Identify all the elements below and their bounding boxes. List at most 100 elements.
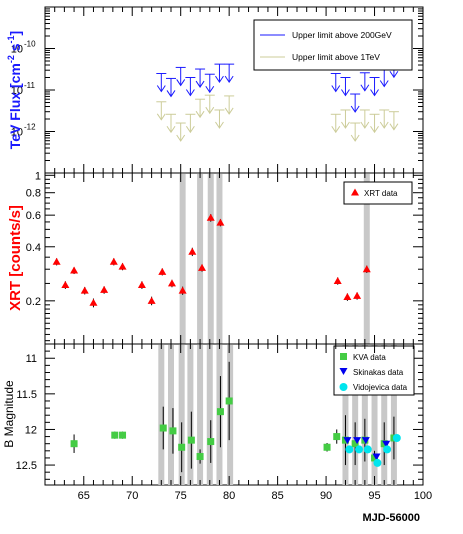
xrt-s0-p7-marker: [118, 262, 127, 270]
tev-y-title-main: TeV Flux [cm: [7, 63, 23, 149]
xrt-s0-p1-marker: [61, 281, 70, 289]
tev-y-tick-exp-1: -11: [24, 81, 36, 90]
tev-s1-p4-upper-limit-head: [195, 110, 205, 119]
optical-s0-p9-marker: [216, 408, 224, 416]
xrt-s0-p15-marker: [206, 213, 215, 221]
x-tick-label-65: 65: [78, 490, 90, 502]
legend-marker-skinakas: [339, 368, 348, 375]
legend-label-1tev: Upper limit above 1TeV: [292, 52, 380, 62]
optical-highlight-band-2: [178, 345, 185, 485]
optical-s0-p10-marker: [225, 397, 233, 405]
xrt-ticks-layer: 0.2 0.4 0.6 0.8 1: [26, 170, 423, 342]
optical-highlight-band-9: [352, 345, 359, 485]
optical-marks-layer: [70, 361, 401, 473]
optical-s2-p4-marker: [383, 445, 392, 454]
xrt-s0-p20-marker: [362, 265, 371, 273]
optical-highlight-band-4: [197, 345, 204, 485]
optical-highlight-band-1: [168, 345, 174, 485]
tev-y-tick-exp-2: -12: [24, 123, 36, 132]
xrt-y-tick-label-2: 0.6: [26, 210, 41, 222]
xrt-s0-p18-marker: [343, 293, 352, 301]
tev-y-title-exp1: -2: [6, 55, 16, 63]
tev-s1-p6-upper-limit-head: [215, 121, 224, 129]
optical-s1-p4-marker: [382, 440, 391, 448]
optical-highlight-band-11: [371, 345, 378, 485]
optical-s2-p2-marker: [363, 445, 372, 454]
tev-s1-p0-upper-limit-head: [156, 113, 166, 121]
optical-s0-p3-marker: [159, 424, 167, 432]
legend-marker-vidojevica: [339, 383, 348, 391]
tev-s0-p1-upper-limit-head: [166, 90, 176, 98]
x-axis-title: MJD-56000: [363, 512, 420, 524]
tev-s1-p13-upper-limit-head: [379, 121, 389, 129]
tev-y-tick-label-1: 10: [11, 85, 23, 97]
optical-y-tick-label-2: 12: [25, 424, 37, 436]
optical-s2-p0-marker: [345, 445, 354, 454]
tev-y-tick-label-0: 10: [11, 44, 23, 56]
xrt-s0-p4-marker: [89, 298, 98, 306]
optical-ticks-layer: 11 11.5 12 12.5: [16, 350, 423, 480]
tev-s0-p7-upper-limit-head: [224, 75, 234, 84]
optical-highlight-band-0: [158, 345, 165, 485]
legend-marker-xrt: [351, 188, 359, 196]
xrt-s0-p6-marker: [109, 257, 118, 265]
tev-y-title-end: ]: [7, 31, 23, 36]
optical-s0-p16-marker: [371, 454, 379, 462]
xrt-s0-p14-marker: [198, 263, 207, 271]
optical-s0-p5-marker: [178, 443, 186, 451]
xrt-s0-p10-marker: [158, 267, 167, 275]
optical-s2-p5-marker: [392, 434, 401, 442]
xrt-s0-p17-marker: [333, 276, 342, 284]
legend-label-skinakas: Skinakas data: [353, 368, 404, 377]
tev-s0-p14-upper-limit-head: [389, 70, 399, 79]
tev-s0-p8-upper-limit-head: [331, 85, 341, 93]
xrt-s0-p12-marker: [178, 286, 187, 294]
tev-legend-box: [253, 19, 413, 71]
xrt-s0-p16-marker: [216, 218, 225, 226]
tev-s0-p6-upper-limit-head: [215, 75, 224, 84]
tev-s0-p5-upper-limit-head: [205, 85, 215, 94]
xrt-s0-p0-marker: [52, 257, 61, 265]
optical-s1-p3-marker: [372, 453, 381, 461]
xrt-s0-p8-marker: [137, 281, 146, 289]
legend-label-xrt: XRT data: [364, 189, 398, 198]
xrt-s0-p13-marker: [188, 247, 197, 255]
tev-s0-p10-upper-limit-head: [350, 105, 360, 113]
optical-s0-p2-marker: [119, 431, 127, 439]
legend-marker-kva: [340, 353, 347, 360]
optical-s0-p7-marker: [196, 453, 204, 461]
xrt-s0-p11-marker: [167, 279, 176, 287]
optical-highlight-band-10: [361, 345, 368, 485]
xrt-y-axis-title: XRT [counts/s]: [7, 205, 24, 311]
tev-s0-p0-upper-limit-head: [156, 85, 166, 93]
tev-s1-p8-upper-limit-head: [331, 126, 341, 134]
xrt-highlight-band-0: [179, 174, 186, 344]
tev-marks-layer: [156, 58, 399, 142]
tev-s0-p12-upper-limit-head: [370, 89, 379, 97]
xrt-highlight-layer: [179, 174, 370, 344]
optical-highlight-band-3: [187, 345, 194, 485]
optical-y-tick-label-1: 11.5: [16, 389, 37, 401]
tev-s1-p2-upper-limit-head: [176, 134, 186, 142]
optical-highlight-band-8: [342, 345, 349, 485]
optical-highlight-band-13: [390, 345, 397, 485]
x-tick-label-80: 80: [223, 490, 235, 502]
optical-s0-p4-marker: [169, 427, 177, 435]
xrt-s0-p19-marker: [353, 291, 362, 299]
optical-s0-p1-marker: [111, 431, 119, 439]
optical-s2-p1-marker: [355, 445, 364, 454]
optical-s2-p3-marker: [373, 458, 382, 467]
panel-xrt: 0.2 0.4 0.6 0.8 1: [26, 170, 424, 345]
xrt-s0-p2-marker: [70, 266, 79, 274]
optical-s0-p6-marker: [187, 436, 195, 444]
optical-s1-p2-marker: [361, 437, 370, 445]
xrt-y-tick-label-4: 1: [35, 170, 41, 182]
tev-s1-p12-upper-limit-head: [370, 126, 379, 134]
tev-s1-p5-upper-limit-head: [205, 106, 215, 115]
xrt-highlight-band-2: [207, 174, 214, 344]
xrt-s0-p5-marker: [100, 285, 109, 293]
tev-s1-p1-upper-limit-head: [166, 126, 176, 134]
xrt-s0-p9-marker: [147, 296, 156, 304]
